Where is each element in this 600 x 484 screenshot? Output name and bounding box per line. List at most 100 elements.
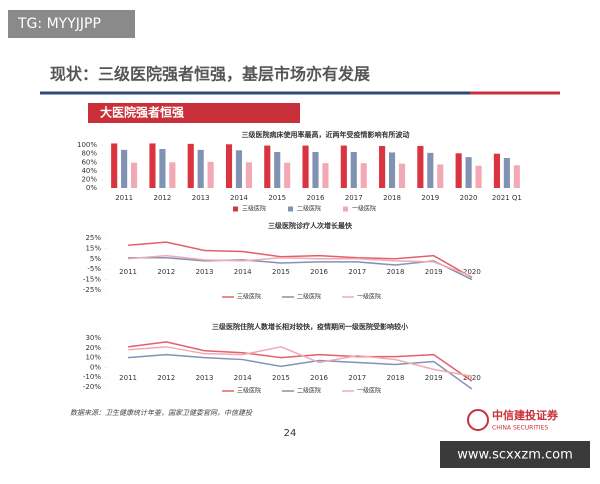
y-tick-label: 80% [81, 150, 97, 158]
bar [225, 144, 233, 188]
x-tick-label: 2012 [157, 374, 175, 382]
chart-title: 三级医院住院人数增长相对较快，疫情期间一级医院受影响较小 [212, 322, 408, 331]
y-tick-label: 0% [90, 363, 101, 371]
x-tick-label: 2015 [272, 268, 290, 276]
x-tick-label: 2014 [234, 374, 252, 382]
x-tick-label: 2016 [310, 374, 328, 382]
source-note: 数据来源：卫生健康统计年鉴，国家卫健委官网，中信建投 [70, 409, 253, 417]
x-tick-label: 2011 [119, 268, 137, 276]
y-tick-label: 0% [86, 184, 97, 192]
x-tick-label: 2020 [460, 194, 478, 202]
line-series [128, 346, 473, 377]
bar [187, 143, 194, 188]
bar [388, 152, 396, 188]
x-tick-label: 2014 [230, 194, 248, 202]
legend-label: 二级医院 [297, 205, 321, 213]
bar [264, 145, 271, 188]
bar [398, 163, 406, 188]
legend-label: 一级医院 [352, 205, 376, 213]
y-tick-label: 25% [85, 234, 101, 242]
x-tick-label: 2019 [425, 374, 443, 382]
y-tick-label: 60% [81, 158, 97, 166]
chart-title: 三级医院诊疗人次增长最快 [268, 221, 353, 230]
legend-label: 二级医院 [297, 387, 321, 395]
legend-label: 一级医院 [357, 293, 381, 301]
logo-name: 中信建投证券 [492, 408, 559, 422]
legend-label: 三级医院 [242, 205, 266, 213]
y-tick-label: -5% [87, 265, 101, 273]
x-tick-label: 2016 [307, 194, 325, 202]
bar [245, 162, 252, 188]
page-number: 24 [284, 428, 297, 439]
y-tick-label: 20% [81, 175, 97, 183]
y-tick-label: 15% [85, 244, 101, 252]
watermark-top: TG: MYYJJPP [17, 16, 101, 32]
x-tick-label: 2013 [196, 374, 214, 382]
x-tick-label: 2015 [272, 374, 290, 382]
slide-title: 现状：三级医院强者恒强，基层市场亦有发展 [50, 65, 371, 84]
bar [235, 150, 243, 188]
y-tick-label: 40% [81, 167, 97, 175]
watermark-bottom: www.scxxzm.com [457, 448, 573, 463]
x-tick-label: 2017 [348, 374, 366, 382]
line-series [128, 353, 473, 390]
x-tick-label: 2021 Q1 [492, 194, 522, 202]
bar [350, 152, 357, 188]
y-tick-label: -10% [83, 373, 101, 381]
x-tick-label: 2020 [463, 268, 481, 276]
x-tick-label: 2019 [421, 194, 439, 202]
y-tick-label: -20% [83, 383, 101, 391]
legend-label: 二级医院 [297, 293, 321, 301]
x-tick-label: 2020 [463, 374, 481, 382]
section-header: 大医院强者恒强 [100, 105, 184, 120]
bar [493, 153, 500, 188]
line-series [128, 257, 473, 281]
bar [465, 157, 472, 188]
legend-label: 三级医院 [237, 387, 261, 395]
y-tick-label: 100% [77, 141, 97, 149]
y-tick-label: -15% [83, 276, 101, 284]
line-series [128, 341, 473, 382]
bar [312, 152, 319, 188]
bar [360, 163, 367, 188]
bar [149, 143, 156, 188]
legend-label: 一级医院 [357, 387, 381, 395]
x-tick-label: 2013 [196, 268, 214, 276]
watermark-bottom-box [440, 441, 590, 468]
x-tick-label: 2011 [119, 374, 137, 382]
x-tick-label: 2013 [192, 194, 210, 202]
bar [121, 149, 128, 188]
line-series [128, 254, 473, 278]
bar [159, 149, 166, 188]
bar [427, 152, 434, 188]
legend-label: 三级医院 [237, 293, 261, 301]
bar [455, 153, 462, 188]
bar [503, 158, 510, 188]
x-tick-label: 2012 [153, 194, 171, 202]
bar [340, 145, 347, 188]
x-tick-label: 2017 [345, 194, 363, 202]
bar [322, 163, 329, 188]
y-tick-label: 5% [90, 255, 101, 263]
x-tick-label: 2012 [157, 268, 175, 276]
bar [111, 143, 118, 188]
x-tick-label: 2019 [425, 268, 443, 276]
logo-mark [467, 409, 489, 431]
x-tick-label: 2018 [387, 268, 405, 276]
chart-title: 三级医院病床使用率最高，近两年受疫情影响有所波动 [242, 130, 410, 139]
x-tick-label: 2018 [387, 374, 405, 382]
legend-swatch [343, 206, 348, 212]
x-tick-label: 2018 [383, 194, 401, 202]
bar [302, 145, 309, 188]
watermark-box [8, 10, 135, 38]
x-tick-label: 2016 [310, 268, 328, 276]
legend-swatch [288, 206, 293, 212]
bar [417, 146, 424, 188]
legend-swatch [233, 206, 238, 212]
y-tick-label: -25% [83, 286, 101, 294]
x-tick-label: 2015 [268, 194, 286, 202]
bar [475, 165, 482, 188]
